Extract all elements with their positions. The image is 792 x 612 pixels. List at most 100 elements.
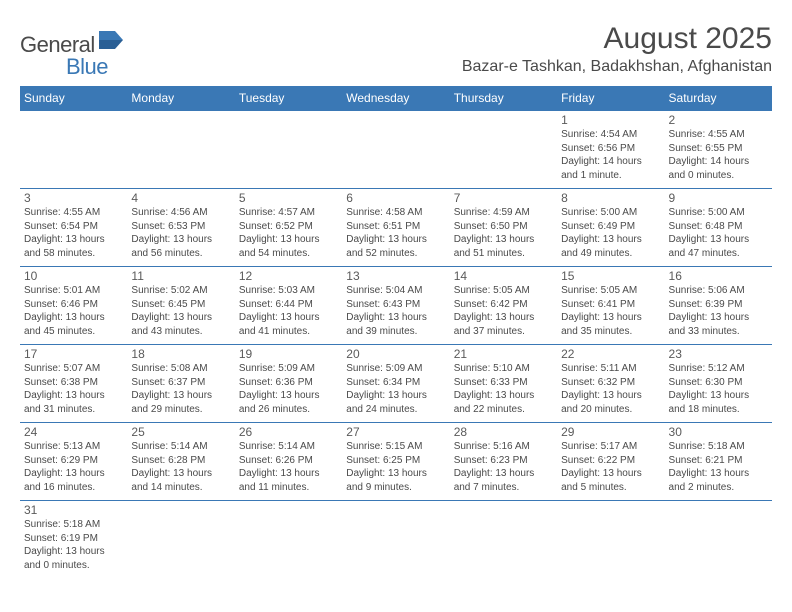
day-cell: 6Sunrise: 4:58 AMSunset: 6:51 PMDaylight… bbox=[342, 189, 449, 267]
day-cell: 18Sunrise: 5:08 AMSunset: 6:37 PMDayligh… bbox=[127, 345, 234, 423]
day-cell: 29Sunrise: 5:17 AMSunset: 6:22 PMDayligh… bbox=[557, 423, 664, 501]
day-info: Sunrise: 5:09 AMSunset: 6:34 PMDaylight:… bbox=[346, 362, 445, 416]
day-info: Sunrise: 4:55 AMSunset: 6:54 PMDaylight:… bbox=[24, 206, 123, 260]
day-number: 29 bbox=[561, 425, 660, 439]
day-info: Sunrise: 5:00 AMSunset: 6:48 PMDaylight:… bbox=[669, 206, 768, 260]
day-info: Sunrise: 5:14 AMSunset: 6:28 PMDaylight:… bbox=[131, 440, 230, 494]
day-info: Sunrise: 5:01 AMSunset: 6:46 PMDaylight:… bbox=[24, 284, 123, 338]
day-number: 28 bbox=[454, 425, 553, 439]
empty-cell bbox=[20, 111, 127, 189]
day-cell: 25Sunrise: 5:14 AMSunset: 6:28 PMDayligh… bbox=[127, 423, 234, 501]
day-info: Sunrise: 5:09 AMSunset: 6:36 PMDaylight:… bbox=[239, 362, 338, 416]
day-cell: 17Sunrise: 5:07 AMSunset: 6:38 PMDayligh… bbox=[20, 345, 127, 423]
day-info: Sunrise: 5:03 AMSunset: 6:44 PMDaylight:… bbox=[239, 284, 338, 338]
day-info: Sunrise: 4:55 AMSunset: 6:55 PMDaylight:… bbox=[669, 128, 768, 182]
day-number: 20 bbox=[346, 347, 445, 361]
day-cell: 8Sunrise: 5:00 AMSunset: 6:49 PMDaylight… bbox=[557, 189, 664, 267]
day-number: 10 bbox=[24, 269, 123, 283]
logo-text-2: Blue bbox=[66, 54, 108, 80]
day-info: Sunrise: 5:04 AMSunset: 6:43 PMDaylight:… bbox=[346, 284, 445, 338]
day-number: 2 bbox=[669, 113, 768, 127]
day-info: Sunrise: 5:14 AMSunset: 6:26 PMDaylight:… bbox=[239, 440, 338, 494]
empty-cell bbox=[235, 111, 342, 189]
day-number: 11 bbox=[131, 269, 230, 283]
day-header: Thursday bbox=[450, 86, 557, 111]
empty-cell bbox=[127, 111, 234, 189]
week-row: 3Sunrise: 4:55 AMSunset: 6:54 PMDaylight… bbox=[20, 189, 772, 267]
day-number: 23 bbox=[669, 347, 768, 361]
day-number: 4 bbox=[131, 191, 230, 205]
day-info: Sunrise: 4:58 AMSunset: 6:51 PMDaylight:… bbox=[346, 206, 445, 260]
day-cell: 7Sunrise: 4:59 AMSunset: 6:50 PMDaylight… bbox=[450, 189, 557, 267]
day-number: 13 bbox=[346, 269, 445, 283]
day-info: Sunrise: 5:11 AMSunset: 6:32 PMDaylight:… bbox=[561, 362, 660, 416]
day-info: Sunrise: 4:56 AMSunset: 6:53 PMDaylight:… bbox=[131, 206, 230, 260]
day-info: Sunrise: 4:57 AMSunset: 6:52 PMDaylight:… bbox=[239, 206, 338, 260]
day-number: 1 bbox=[561, 113, 660, 127]
day-cell: 27Sunrise: 5:15 AMSunset: 6:25 PMDayligh… bbox=[342, 423, 449, 501]
week-row: 31Sunrise: 5:18 AMSunset: 6:19 PMDayligh… bbox=[20, 501, 772, 579]
day-info: Sunrise: 5:02 AMSunset: 6:45 PMDaylight:… bbox=[131, 284, 230, 338]
day-header: Friday bbox=[557, 86, 664, 111]
day-number: 24 bbox=[24, 425, 123, 439]
day-number: 18 bbox=[131, 347, 230, 361]
calendar-table: SundayMondayTuesdayWednesdayThursdayFrid… bbox=[20, 86, 772, 579]
empty-cell bbox=[342, 501, 449, 579]
empty-cell bbox=[450, 111, 557, 189]
logo-flag-icon bbox=[99, 31, 127, 54]
day-info: Sunrise: 5:00 AMSunset: 6:49 PMDaylight:… bbox=[561, 206, 660, 260]
day-number: 14 bbox=[454, 269, 553, 283]
day-header-row: SundayMondayTuesdayWednesdayThursdayFrid… bbox=[20, 86, 772, 111]
day-cell: 11Sunrise: 5:02 AMSunset: 6:45 PMDayligh… bbox=[127, 267, 234, 345]
day-number: 31 bbox=[24, 503, 123, 517]
day-header: Wednesday bbox=[342, 86, 449, 111]
title-block: August 2025 Bazar-e Tashkan, Badakhshan,… bbox=[462, 22, 772, 76]
empty-cell bbox=[665, 501, 772, 579]
day-info: Sunrise: 5:12 AMSunset: 6:30 PMDaylight:… bbox=[669, 362, 768, 416]
empty-cell bbox=[127, 501, 234, 579]
day-cell: 24Sunrise: 5:13 AMSunset: 6:29 PMDayligh… bbox=[20, 423, 127, 501]
day-number: 3 bbox=[24, 191, 123, 205]
day-cell: 2Sunrise: 4:55 AMSunset: 6:55 PMDaylight… bbox=[665, 111, 772, 189]
day-cell: 22Sunrise: 5:11 AMSunset: 6:32 PMDayligh… bbox=[557, 345, 664, 423]
day-number: 5 bbox=[239, 191, 338, 205]
day-number: 22 bbox=[561, 347, 660, 361]
day-info: Sunrise: 5:15 AMSunset: 6:25 PMDaylight:… bbox=[346, 440, 445, 494]
day-info: Sunrise: 5:18 AMSunset: 6:21 PMDaylight:… bbox=[669, 440, 768, 494]
day-cell: 21Sunrise: 5:10 AMSunset: 6:33 PMDayligh… bbox=[450, 345, 557, 423]
location: Bazar-e Tashkan, Badakhshan, Afghanistan bbox=[462, 58, 772, 76]
day-cell: 12Sunrise: 5:03 AMSunset: 6:44 PMDayligh… bbox=[235, 267, 342, 345]
day-number: 16 bbox=[669, 269, 768, 283]
day-cell: 20Sunrise: 5:09 AMSunset: 6:34 PMDayligh… bbox=[342, 345, 449, 423]
day-cell: 1Sunrise: 4:54 AMSunset: 6:56 PMDaylight… bbox=[557, 111, 664, 189]
day-header: Tuesday bbox=[235, 86, 342, 111]
day-info: Sunrise: 5:17 AMSunset: 6:22 PMDaylight:… bbox=[561, 440, 660, 494]
day-number: 6 bbox=[346, 191, 445, 205]
week-row: 10Sunrise: 5:01 AMSunset: 6:46 PMDayligh… bbox=[20, 267, 772, 345]
week-row: 17Sunrise: 5:07 AMSunset: 6:38 PMDayligh… bbox=[20, 345, 772, 423]
day-cell: 9Sunrise: 5:00 AMSunset: 6:48 PMDaylight… bbox=[665, 189, 772, 267]
day-number: 17 bbox=[24, 347, 123, 361]
day-number: 8 bbox=[561, 191, 660, 205]
page: General August 2025 Bazar-e Tashkan, Bad… bbox=[0, 0, 792, 589]
day-number: 19 bbox=[239, 347, 338, 361]
day-header: Saturday bbox=[665, 86, 772, 111]
day-info: Sunrise: 5:16 AMSunset: 6:23 PMDaylight:… bbox=[454, 440, 553, 494]
empty-cell bbox=[450, 501, 557, 579]
day-info: Sunrise: 4:59 AMSunset: 6:50 PMDaylight:… bbox=[454, 206, 553, 260]
day-info: Sunrise: 5:18 AMSunset: 6:19 PMDaylight:… bbox=[24, 518, 123, 572]
day-info: Sunrise: 5:05 AMSunset: 6:41 PMDaylight:… bbox=[561, 284, 660, 338]
day-cell: 23Sunrise: 5:12 AMSunset: 6:30 PMDayligh… bbox=[665, 345, 772, 423]
day-cell: 28Sunrise: 5:16 AMSunset: 6:23 PMDayligh… bbox=[450, 423, 557, 501]
day-cell: 10Sunrise: 5:01 AMSunset: 6:46 PMDayligh… bbox=[20, 267, 127, 345]
day-header: Monday bbox=[127, 86, 234, 111]
day-cell: 30Sunrise: 5:18 AMSunset: 6:21 PMDayligh… bbox=[665, 423, 772, 501]
day-info: Sunrise: 5:08 AMSunset: 6:37 PMDaylight:… bbox=[131, 362, 230, 416]
day-number: 9 bbox=[669, 191, 768, 205]
day-number: 30 bbox=[669, 425, 768, 439]
day-number: 26 bbox=[239, 425, 338, 439]
empty-cell bbox=[342, 111, 449, 189]
day-cell: 16Sunrise: 5:06 AMSunset: 6:39 PMDayligh… bbox=[665, 267, 772, 345]
day-number: 7 bbox=[454, 191, 553, 205]
month-title: August 2025 bbox=[462, 22, 772, 56]
